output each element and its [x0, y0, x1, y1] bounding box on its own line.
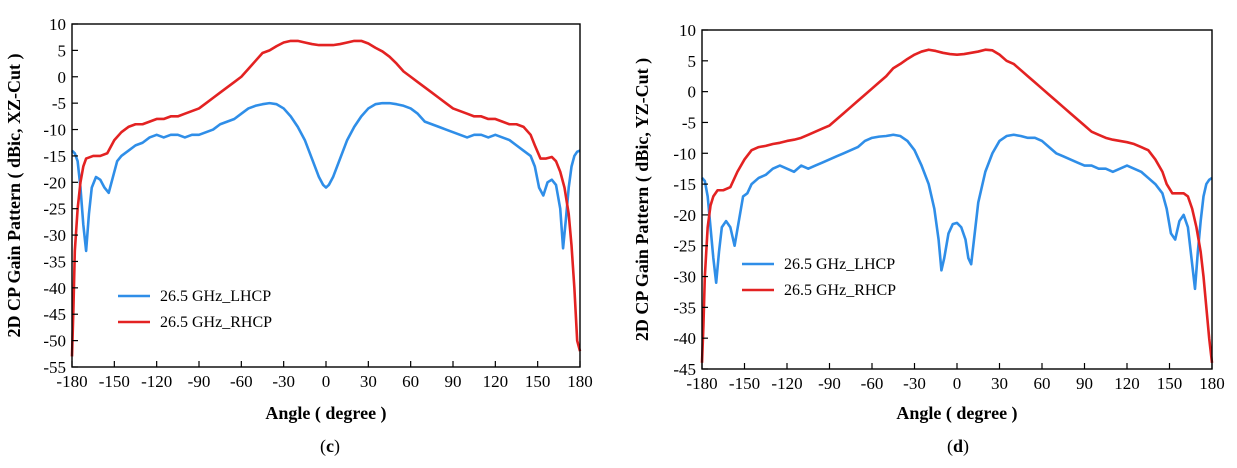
y-tick-label: 0: [688, 83, 697, 102]
y-tick-label: -20: [673, 206, 696, 225]
plot-frame: [71, 23, 581, 368]
y-tick-label: 5: [688, 52, 697, 71]
x-tick-label: -150: [729, 374, 760, 393]
y-tick-label: -35: [673, 298, 696, 317]
x-tick-label: 90: [1076, 374, 1093, 393]
x-tick-label: -90: [188, 372, 211, 391]
x-tick-label: 120: [483, 372, 509, 391]
x-tick-label: -60: [861, 374, 884, 393]
x-tick-label: 0: [953, 374, 962, 393]
x-tick-label: 90: [445, 372, 462, 391]
y-tick-label: -10: [673, 144, 696, 163]
y-tick-label: -45: [673, 360, 696, 379]
series-line-rhcp: [70, 39, 582, 357]
x-tick-label: -120: [771, 374, 802, 393]
x-tick-label: 150: [1157, 374, 1183, 393]
y-tick-label: -50: [43, 332, 66, 351]
x-axis-title: Angle ( degree ): [265, 403, 386, 424]
y-tick-label: 10: [49, 15, 66, 34]
x-tick-label: -120: [141, 372, 172, 391]
x-tick-label: 60: [402, 372, 419, 391]
y-tick-label: -15: [673, 175, 696, 194]
legend-label-rhcp: 26.5 GHz_RHCP: [160, 314, 272, 331]
y-tick-label: -20: [43, 173, 66, 192]
panel-caption: (d): [947, 436, 969, 457]
y-tick-label: -35: [43, 252, 66, 271]
y-tick-label: -30: [43, 226, 66, 245]
y-tick-label: -5: [52, 94, 66, 113]
x-tick-label: -60: [230, 372, 253, 391]
x-tick-label: -180: [56, 372, 87, 391]
series-line-lhcp: [71, 101, 581, 253]
y-tick-label: -40: [673, 329, 696, 348]
y-tick-label: -40: [43, 279, 66, 298]
y-tick-label: -25: [43, 200, 66, 219]
y-tick-label: -55: [43, 358, 66, 377]
x-tick-label: -30: [903, 374, 926, 393]
x-tick-label: -150: [99, 372, 130, 391]
series-line-rhcp: [700, 48, 1214, 363]
x-tick-label: -30: [272, 372, 295, 391]
x-tick-label: 180: [1199, 374, 1225, 393]
x-tick-label: 0: [322, 372, 331, 391]
x-tick-label: -180: [686, 374, 717, 393]
legend-label-lhcp: 26.5 GHz_LHCP: [784, 256, 895, 273]
chart-yz-cut: -180 -150 -120 -90 -60 -30 0 30 60 90 120 150 180-45…: [632, 21, 1225, 457]
y-tick-label: 10: [679, 21, 696, 40]
y-tick-label: -15: [43, 147, 66, 166]
x-tick-label: -90: [818, 374, 841, 393]
y-tick-label: 5: [58, 41, 67, 60]
y-tick-label: -30: [673, 268, 696, 287]
y-tick-label: -10: [43, 121, 66, 140]
x-tick-label: 30: [991, 374, 1008, 393]
x-tick-label: 30: [360, 372, 377, 391]
legend-label-lhcp: 26.5 GHz_LHCP: [160, 288, 271, 305]
plot-frame: [701, 29, 1213, 370]
x-axis-title: Angle ( degree ): [896, 403, 1017, 424]
x-tick-label: 180: [567, 372, 593, 391]
panel-caption: (c): [320, 436, 340, 457]
x-tick-label: 60: [1034, 374, 1051, 393]
y-tick-label: 0: [58, 68, 67, 87]
y-tick-label: -45: [43, 305, 66, 324]
y-axis-title: 2D CP Gain Pattern ( dBic, XZ-Cut ): [4, 54, 25, 338]
y-tick-label: -25: [673, 237, 696, 256]
x-tick-label: 150: [525, 372, 551, 391]
y-axis-title: 2D CP Gain Pattern ( dBic, YZ-Cut ): [632, 58, 653, 341]
x-tick-label: 120: [1114, 374, 1140, 393]
legend-label-rhcp: 26.5 GHz_RHCP: [784, 282, 896, 299]
series-line-lhcp: [701, 133, 1213, 291]
y-tick-label: -5: [682, 113, 696, 132]
chart-xz-cut: -180 -150 -120 -90 -60 -30 0 30 60 90 120 150 180-55…: [4, 15, 593, 457]
